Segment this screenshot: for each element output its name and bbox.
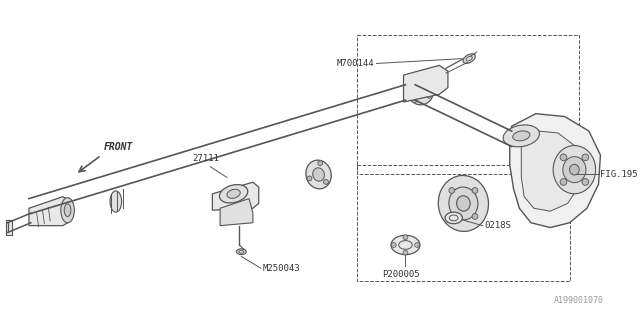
Text: M250043: M250043: [262, 264, 300, 273]
Bar: [357, 35, 579, 174]
Circle shape: [318, 161, 323, 165]
Ellipse shape: [445, 212, 463, 224]
Ellipse shape: [570, 164, 579, 175]
Ellipse shape: [391, 235, 420, 255]
Ellipse shape: [313, 168, 324, 181]
Polygon shape: [509, 114, 600, 228]
Circle shape: [324, 180, 328, 184]
Circle shape: [472, 188, 478, 193]
Ellipse shape: [413, 82, 426, 97]
Ellipse shape: [438, 175, 488, 231]
Bar: [357, 165, 570, 281]
Ellipse shape: [463, 54, 476, 63]
Polygon shape: [29, 197, 70, 226]
Polygon shape: [522, 131, 579, 211]
Ellipse shape: [449, 187, 478, 220]
Polygon shape: [6, 220, 12, 235]
Circle shape: [449, 188, 454, 193]
Text: P200005: P200005: [382, 270, 419, 279]
Text: FIG.195: FIG.195: [600, 170, 638, 179]
Ellipse shape: [237, 249, 246, 255]
Circle shape: [415, 243, 419, 247]
Text: 0218S: 0218S: [484, 221, 511, 230]
Polygon shape: [404, 65, 448, 102]
Circle shape: [403, 250, 408, 255]
Circle shape: [408, 81, 413, 86]
Ellipse shape: [220, 185, 248, 203]
Ellipse shape: [306, 160, 332, 189]
Ellipse shape: [406, 74, 433, 105]
Circle shape: [403, 235, 408, 240]
Text: A199001070: A199001070: [554, 296, 604, 305]
Ellipse shape: [503, 125, 540, 147]
Circle shape: [449, 213, 454, 219]
Polygon shape: [220, 199, 253, 226]
Ellipse shape: [227, 189, 240, 198]
Circle shape: [392, 243, 396, 247]
Ellipse shape: [563, 156, 586, 183]
Circle shape: [307, 176, 312, 181]
Circle shape: [560, 179, 567, 185]
Text: M700144: M700144: [337, 59, 374, 68]
Ellipse shape: [553, 146, 596, 194]
Circle shape: [582, 154, 589, 161]
Ellipse shape: [64, 204, 71, 216]
Ellipse shape: [110, 191, 122, 212]
Circle shape: [560, 154, 567, 161]
Ellipse shape: [513, 131, 530, 141]
Circle shape: [472, 213, 478, 219]
Circle shape: [427, 93, 431, 98]
Circle shape: [423, 76, 428, 81]
Circle shape: [412, 98, 417, 103]
Ellipse shape: [456, 196, 470, 211]
Polygon shape: [212, 182, 259, 210]
Text: FRONT: FRONT: [104, 142, 134, 152]
Ellipse shape: [61, 198, 74, 223]
Circle shape: [582, 179, 589, 185]
Text: 27111: 27111: [192, 154, 219, 163]
